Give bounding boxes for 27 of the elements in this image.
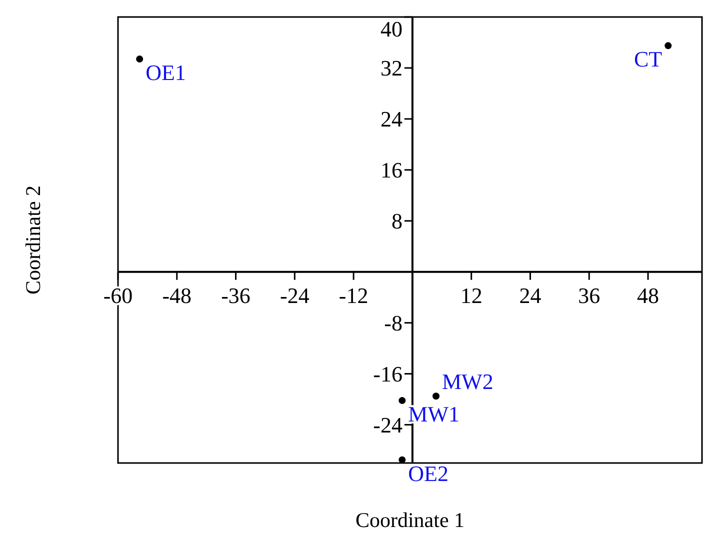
x-tick-label: 24 [519,282,542,308]
point [136,56,144,63]
x-axis-title: Coordinate 1 [355,508,465,532]
point [398,456,406,464]
data-label: MW2 [442,369,494,394]
y-tick-label: 32 [380,56,402,81]
data-label: CT [634,46,663,72]
x-tick-label: 36 [578,282,600,308]
x-tick-label: -36 [221,282,250,308]
y-axis-title: Coordinate 2 [21,185,45,295]
y-tick-label: -16 [373,362,402,386]
x-tick-label: -48 [162,282,192,308]
y-tick-label: 24 [380,106,402,132]
y-tick-label: 40 [380,16,402,42]
y-tick-label: -8 [384,310,402,336]
data-label: OE2 [408,460,448,486]
x-tick-label: -24 [280,282,310,308]
y-tick-label: 8 [391,208,402,234]
point [398,397,406,404]
x-tick-label: 12 [460,282,482,308]
point [664,42,672,50]
y-tick-label: -24 [373,412,402,438]
point [432,392,440,400]
x-tick-label: 48 [637,282,660,308]
y-tick-label: 16 [380,158,402,183]
x-tick-label: -12 [338,282,368,308]
data-label: OE1 [146,60,186,86]
